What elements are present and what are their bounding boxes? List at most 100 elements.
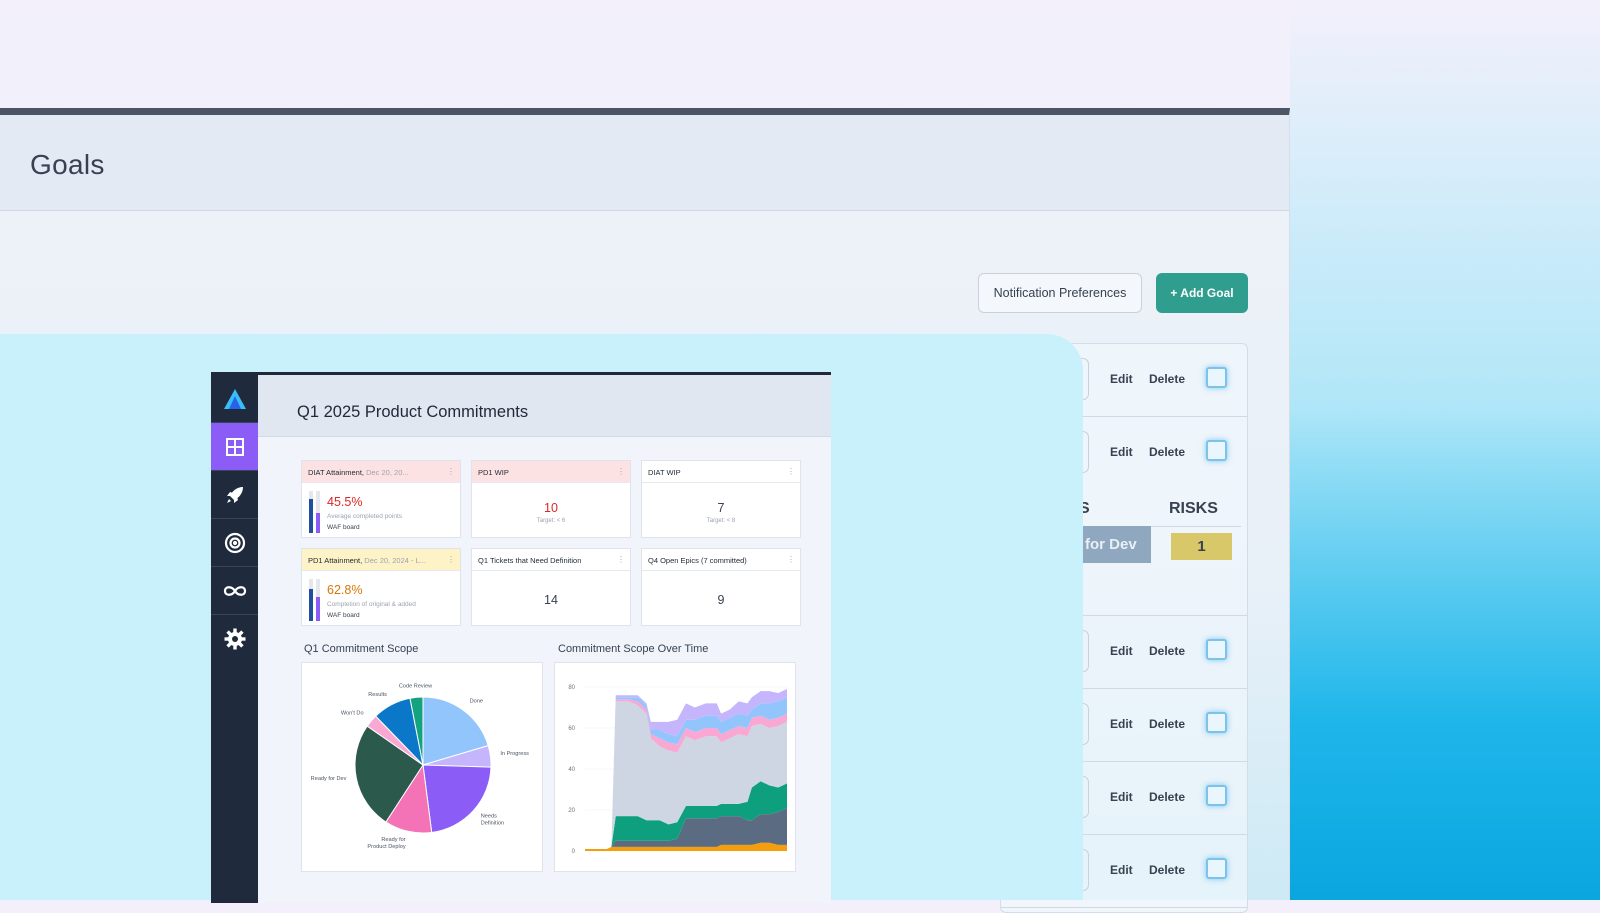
pie-label: Ready for Product Deploy <box>367 837 405 850</box>
edit-button[interactable]: Edit <box>1110 445 1133 459</box>
tile-value: 14 <box>544 593 558 607</box>
risks-header: RISKS <box>1169 500 1218 517</box>
row-checkbox[interactable] <box>1206 639 1227 660</box>
target-icon[interactable] <box>211 519 258 567</box>
tile-title: DIAT Attainment, <box>308 468 364 477</box>
diat-wip-tile[interactable]: DIAT WIP ⋮ 7 Target: < 8 <box>641 460 801 538</box>
tile-header: Q4 Open Epics (7 committed) ⋮ <box>642 549 800 571</box>
progress-bars <box>309 579 320 621</box>
row-checkbox[interactable] <box>1206 367 1227 388</box>
dashboard-title: Q1 2025 Product Commitments <box>297 403 529 421</box>
tile-header: PD1 WIP ⋮ <box>472 461 630 483</box>
more-icon[interactable]: ⋮ <box>447 467 455 476</box>
pie-label: Code Review <box>399 683 433 689</box>
edit-button[interactable]: Edit <box>1110 863 1133 877</box>
divider <box>1061 526 1241 527</box>
edit-button[interactable]: Edit <box>1110 717 1133 731</box>
area-series <box>585 842 787 851</box>
tile-desc: Average completed points <box>327 513 403 520</box>
more-icon[interactable]: ⋮ <box>787 467 795 476</box>
pie-slice <box>422 696 489 766</box>
diat-attainment-tile[interactable]: DIAT Attainment, Dec 20, 20... ⋮ 45.5% A… <box>301 460 461 538</box>
y-tick-label: 80 <box>568 685 575 691</box>
pie-label: In Progress <box>500 751 529 757</box>
row-checkbox[interactable] <box>1206 785 1227 806</box>
more-icon[interactable]: ⋮ <box>617 555 625 564</box>
edit-button[interactable]: Edit <box>1110 372 1133 386</box>
y-tick-label: 20 <box>568 808 575 814</box>
dashboard-window: Q1 2025 Product Commitments DIAT Attainm… <box>211 372 831 903</box>
status-header-partial: S <box>1079 500 1090 517</box>
tile-date: Dec 20, 2024 - L... <box>364 556 426 565</box>
table-row: Edit Delete <box>1001 762 1247 835</box>
table-row: Edit Delete <box>1001 689 1247 762</box>
pd1-attainment-tile[interactable]: PD1 Attainment, Dec 20, 2024 - L... ⋮ 62… <box>301 548 461 626</box>
y-tick-label: 0 <box>572 849 576 855</box>
pie-slice <box>422 764 492 834</box>
area-series <box>585 781 787 849</box>
row-checkbox[interactable] <box>1206 712 1227 733</box>
tile-value: 62.8% <box>327 583 363 597</box>
goals-header: Goals <box>0 115 1289 211</box>
row-checkbox[interactable] <box>1206 440 1227 461</box>
area-series <box>585 699 787 849</box>
q1-tickets-tile[interactable]: Q1 Tickets that Need Definition ⋮ 14 <box>471 548 631 626</box>
delete-button[interactable]: Delete <box>1149 863 1186 877</box>
delete-button[interactable]: Delete <box>1149 644 1186 658</box>
gear-icon[interactable] <box>211 615 258 663</box>
background-glow <box>1290 0 1600 900</box>
tile-value: 10 <box>544 501 558 515</box>
tile-target: Target: < 6 <box>536 518 566 524</box>
tile-title: PD1 Attainment, <box>308 556 363 565</box>
tile-board: WAF board <box>327 612 360 619</box>
edit-button[interactable]: Edit <box>1110 644 1133 658</box>
page-title: Goals <box>30 149 105 180</box>
q4-epics-tile[interactable]: Q4 Open Epics (7 committed) ⋮ 9 <box>641 548 801 626</box>
tile-title: PD1 WIP <box>478 468 509 477</box>
y-tick-label: 60 <box>568 726 575 732</box>
pie-label: Done <box>470 698 483 704</box>
risk-count-badge: 1 <box>1171 533 1232 560</box>
grid-icon[interactable] <box>211 423 258 471</box>
tile-value: 45.5% <box>327 495 363 509</box>
pie-chart-svg: Done In Progress Needs Definition Ready for P… <box>311 683 529 850</box>
pie-label: Results <box>368 692 387 698</box>
pd1-wip-tile[interactable]: PD1 WIP ⋮ 10 Target: < 6 <box>471 460 631 538</box>
table-row: Edit Delete <box>1001 417 1247 490</box>
infinity-icon[interactable] <box>211 567 258 615</box>
tile-value: 7 <box>717 501 725 515</box>
area-series <box>585 807 787 849</box>
tile-board: WAF board <box>327 524 360 531</box>
tile-desc: Completion of original & added <box>327 601 416 608</box>
tile-header: Q1 Tickets that Need Definition ⋮ <box>472 549 630 571</box>
edit-button[interactable]: Edit <box>1110 790 1133 804</box>
delete-button[interactable]: Delete <box>1149 717 1186 731</box>
delete-button[interactable]: Delete <box>1149 790 1186 804</box>
pie-label: Needs Definition <box>481 813 504 826</box>
row-checkbox[interactable] <box>1206 858 1227 879</box>
tile-title: Q4 Open Epics (7 committed) <box>648 556 747 565</box>
delete-button[interactable]: Delete <box>1149 445 1186 459</box>
tile-header: DIAT WIP ⋮ <box>642 461 800 483</box>
tile-header: PD1 Attainment, Dec 20, 2024 - L... ⋮ <box>302 549 460 571</box>
more-icon[interactable]: ⋮ <box>787 555 795 564</box>
more-icon[interactable]: ⋮ <box>447 555 455 564</box>
pie-slice <box>409 696 424 766</box>
area-chart: 0 20 40 60 80 <box>554 662 796 872</box>
area-chart-title: Commitment Scope Over Time <box>558 643 709 655</box>
delete-button[interactable]: Delete <box>1149 372 1186 386</box>
rocket-icon[interactable] <box>211 471 258 519</box>
area-series <box>585 697 787 849</box>
tile-value: 9 <box>717 593 725 607</box>
notification-preferences-button[interactable]: Notification Preferences <box>978 273 1142 313</box>
pie-chart: Done In Progress Needs Definition Ready for P… <box>301 662 543 872</box>
pie-slice <box>354 725 424 823</box>
tile-title: DIAT WIP <box>648 468 681 477</box>
pie-label: Ready for Dev <box>311 776 347 782</box>
more-icon[interactable]: ⋮ <box>617 467 625 476</box>
add-goal-button[interactable]: + Add Goal <box>1156 273 1248 313</box>
logo-icon[interactable] <box>211 375 258 423</box>
progress-bars <box>309 491 320 533</box>
pie-chart-title: Q1 Commitment Scope <box>304 643 419 655</box>
area-chart-svg: 0 20 40 60 80 <box>568 685 787 855</box>
